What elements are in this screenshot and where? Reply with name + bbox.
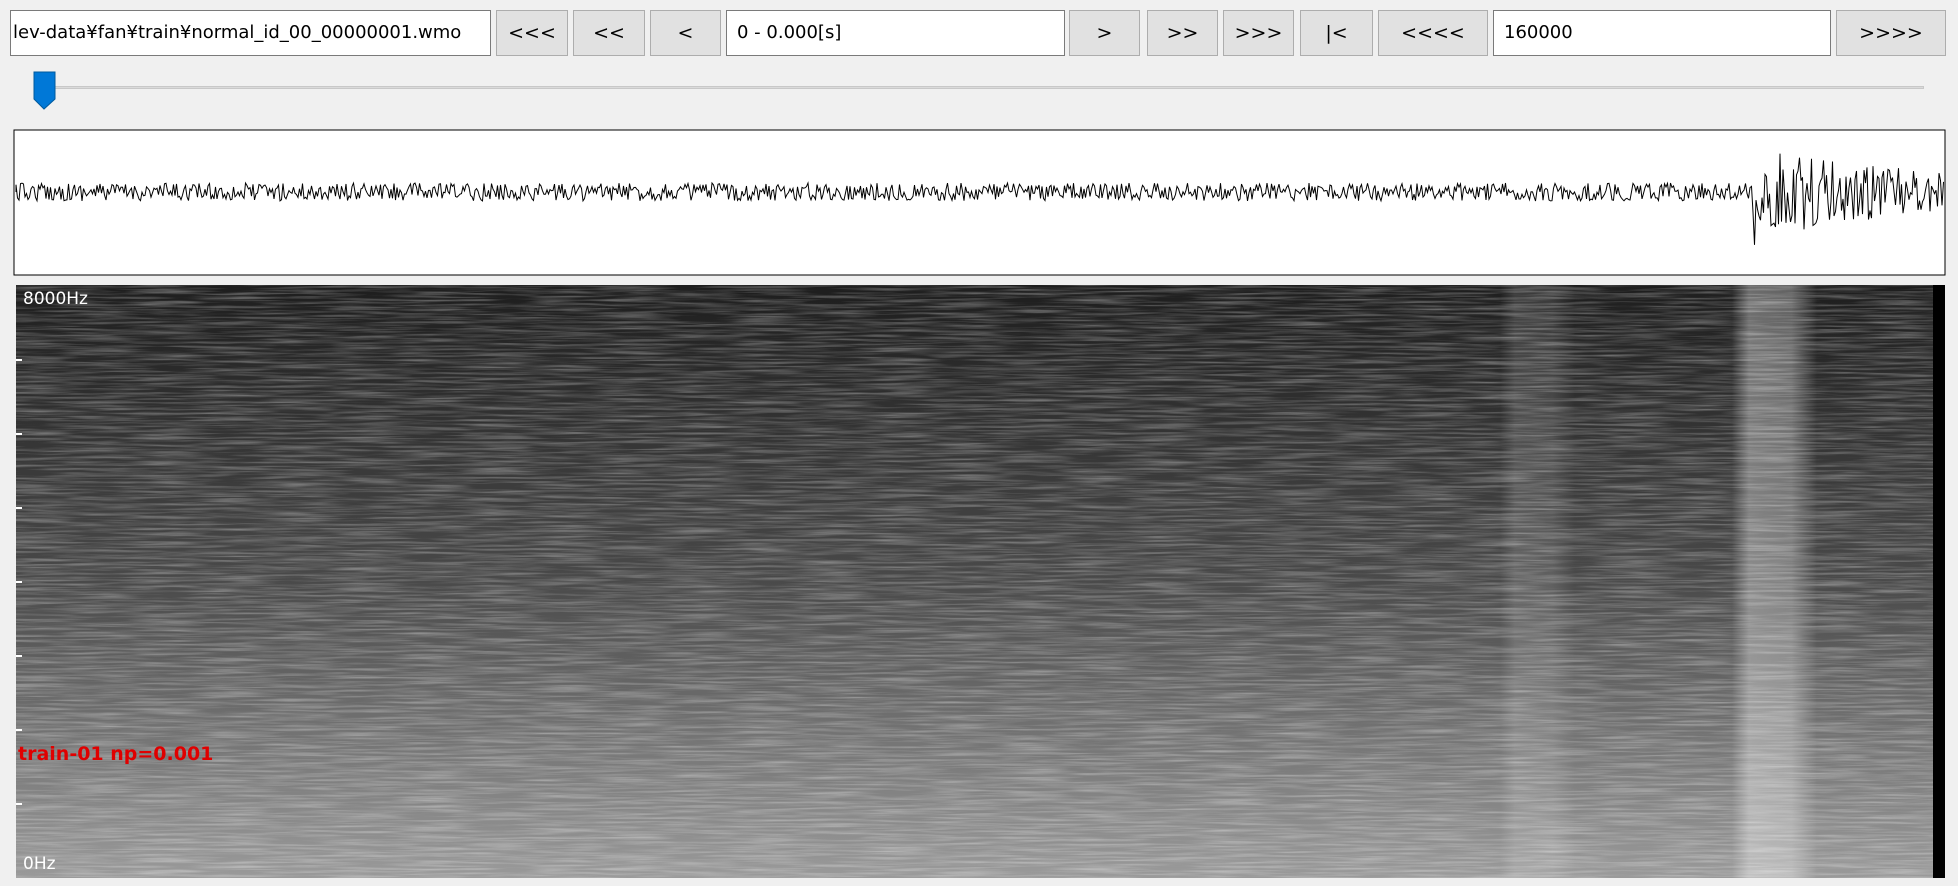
display-area: 8000Hz 0Hz train-01 np=0.001: [0, 124, 1958, 886]
slider-thumb[interactable]: [33, 71, 57, 111]
spectrogram-band: [1732, 285, 1817, 878]
nav-button[interactable]: <<<<: [1378, 10, 1488, 56]
waveform-frame: [14, 130, 1945, 275]
freq-top-label: 8000Hz: [23, 289, 88, 309]
freq-bottom-label: 0Hz: [23, 854, 56, 874]
nav-button[interactable]: >: [1069, 10, 1140, 56]
nav-button[interactable]: <<: [573, 10, 645, 56]
spectrogram-band: [1500, 285, 1575, 878]
spectrogram-edge: [1933, 285, 1945, 878]
spectrogram-noise: [16, 285, 1945, 878]
time-range-input[interactable]: 0 - 0.000[s]: [726, 10, 1065, 56]
annotation: train-01 np=0.001: [18, 743, 213, 765]
slider-track[interactable]: [37, 86, 1924, 89]
nav-button[interactable]: |<: [1300, 10, 1373, 56]
file-path-input[interactable]: lev-data¥fan¥train¥normal_id_00_00000001…: [10, 10, 491, 56]
nav-button[interactable]: >>>: [1223, 10, 1294, 56]
nav-button[interactable]: <<<: [496, 10, 568, 56]
sample-count-input[interactable]: 160000: [1493, 10, 1831, 56]
nav-button[interactable]: <: [650, 10, 721, 56]
nav-button[interactable]: >>: [1147, 10, 1218, 56]
app-window: lev-data¥fan¥train¥normal_id_00_00000001…: [0, 0, 1958, 886]
end-button[interactable]: >>>>: [1836, 10, 1946, 56]
